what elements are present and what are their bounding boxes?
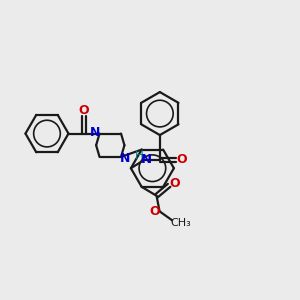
Text: O: O	[176, 153, 187, 167]
Text: N: N	[90, 126, 100, 139]
Text: N: N	[141, 153, 152, 166]
Text: N: N	[120, 152, 130, 165]
Text: O: O	[149, 206, 160, 218]
Text: O: O	[79, 104, 89, 117]
Text: CH₃: CH₃	[171, 218, 191, 228]
Text: O: O	[169, 177, 179, 190]
Text: H: H	[135, 148, 143, 162]
